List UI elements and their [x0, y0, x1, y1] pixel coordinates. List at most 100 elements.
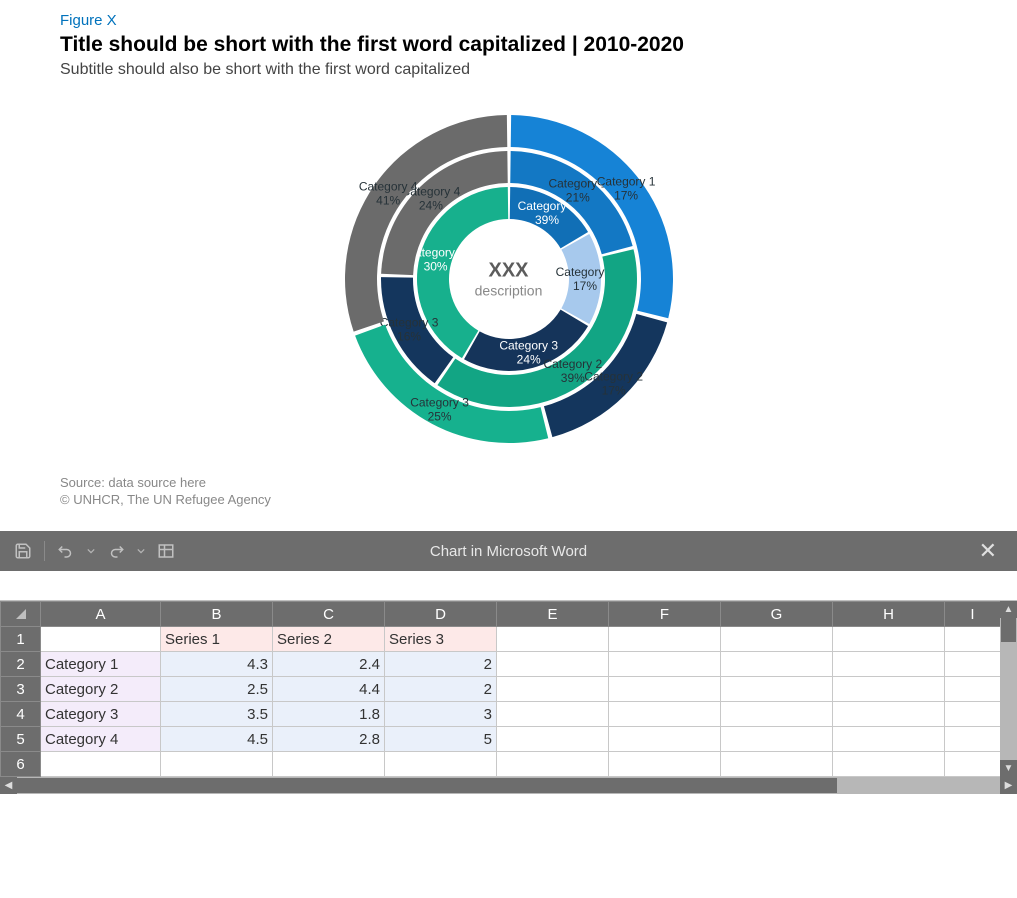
cell[interactable] [721, 627, 833, 652]
cell[interactable]: 1.8 [273, 702, 385, 727]
cell[interactable] [833, 752, 945, 777]
cell[interactable]: 2 [385, 677, 497, 702]
cell[interactable]: Series 1 [161, 627, 273, 652]
column-header[interactable]: F [609, 602, 721, 627]
column-header[interactable]: C [273, 602, 385, 627]
column-header[interactable]: I [945, 602, 1001, 627]
chevron-down-icon[interactable] [87, 542, 95, 560]
cell[interactable] [945, 702, 1001, 727]
row-header[interactable]: 3 [1, 677, 41, 702]
cell[interactable] [273, 752, 385, 777]
cell[interactable]: 4.3 [161, 652, 273, 677]
column-header[interactable]: G [721, 602, 833, 627]
cell[interactable]: 3 [385, 702, 497, 727]
scroll-up-arrow-icon[interactable]: ▲ [1000, 601, 1017, 618]
vscroll-track[interactable] [1000, 618, 1017, 760]
cell[interactable]: 2 [385, 652, 497, 677]
slice-pct: 17% [614, 188, 638, 202]
hscroll-track[interactable] [17, 777, 1000, 794]
slice-label: Category 3 [499, 338, 558, 352]
cell[interactable] [497, 652, 609, 677]
cell[interactable]: Category 3 [41, 702, 161, 727]
cell[interactable] [721, 677, 833, 702]
scroll-right-arrow-icon[interactable]: ▶ [1000, 777, 1017, 794]
cell[interactable]: 3.5 [161, 702, 273, 727]
cell[interactable] [161, 752, 273, 777]
cell[interactable] [721, 702, 833, 727]
cell[interactable] [945, 652, 1001, 677]
cell[interactable]: 2.5 [161, 677, 273, 702]
cell[interactable]: Series 2 [273, 627, 385, 652]
cell[interactable] [497, 702, 609, 727]
scroll-down-arrow-icon[interactable]: ▼ [1000, 760, 1017, 777]
cell[interactable]: Series 3 [385, 627, 497, 652]
row-header[interactable]: 2 [1, 652, 41, 677]
cell[interactable] [833, 727, 945, 752]
cell[interactable] [721, 652, 833, 677]
cell[interactable] [721, 752, 833, 777]
cell[interactable] [609, 727, 721, 752]
figure-label: Figure X [60, 12, 957, 29]
cell[interactable] [497, 627, 609, 652]
cell[interactable] [833, 702, 945, 727]
cell[interactable] [945, 752, 1001, 777]
cell[interactable] [833, 627, 945, 652]
column-header[interactable]: D [385, 602, 497, 627]
row-header[interactable]: 5 [1, 727, 41, 752]
column-header[interactable]: H [833, 602, 945, 627]
formula-bar[interactable] [0, 571, 1017, 601]
cell[interactable] [609, 752, 721, 777]
vertical-scrollbar[interactable]: ▲ ▼ [1000, 601, 1017, 777]
slice-label: Category 2 [584, 370, 643, 384]
cell[interactable] [497, 752, 609, 777]
hscroll-thumb[interactable] [17, 778, 837, 793]
redo-icon[interactable] [107, 542, 125, 560]
cell[interactable]: 2.8 [273, 727, 385, 752]
chevron-down-icon[interactable] [137, 542, 145, 560]
column-header[interactable]: B [161, 602, 273, 627]
cell[interactable] [609, 702, 721, 727]
spreadsheet-panel: Chart in Microsoft Word ✕ ABCDEFGHI 1 Ser… [0, 531, 1017, 794]
chart-title: Title should be short with the first wor… [60, 33, 957, 57]
cell[interactable]: 4.4 [273, 677, 385, 702]
vscroll-thumb[interactable] [1001, 618, 1016, 642]
slice-pct: 41% [376, 194, 400, 208]
cell[interactable]: Category 1 [41, 652, 161, 677]
row-header[interactable]: 6 [1, 752, 41, 777]
row-header[interactable]: 1 [1, 627, 41, 652]
spreadsheet-grid[interactable]: ABCDEFGHI 1Series 1Series 2Series 32Cate… [0, 601, 1017, 777]
cell[interactable]: 5 [385, 727, 497, 752]
row-header[interactable]: 4 [1, 702, 41, 727]
column-header[interactable]: E [497, 602, 609, 627]
cell[interactable] [609, 652, 721, 677]
cell[interactable]: 4.5 [161, 727, 273, 752]
cell[interactable] [945, 677, 1001, 702]
table-icon[interactable] [157, 542, 175, 560]
cell[interactable]: Category 2 [41, 677, 161, 702]
slice-pct: 17% [572, 279, 596, 293]
cell[interactable]: Category 4 [41, 727, 161, 752]
cell[interactable] [497, 677, 609, 702]
slice-label: Category 3 [410, 396, 469, 410]
save-icon[interactable] [14, 542, 32, 560]
cell[interactable] [945, 727, 1001, 752]
cell[interactable]: 2.4 [273, 652, 385, 677]
cell[interactable] [721, 727, 833, 752]
cell[interactable] [497, 727, 609, 752]
cell[interactable] [833, 677, 945, 702]
cell[interactable] [41, 752, 161, 777]
spreadsheet-titlebar: Chart in Microsoft Word ✕ [0, 531, 1017, 571]
horizontal-scrollbar[interactable]: ◀ ▶ [0, 777, 1017, 794]
cell[interactable] [41, 627, 161, 652]
cell[interactable] [609, 677, 721, 702]
scroll-left-arrow-icon[interactable]: ◀ [0, 777, 17, 794]
column-header[interactable]: A [41, 602, 161, 627]
cell[interactable] [609, 627, 721, 652]
close-icon[interactable]: ✕ [973, 538, 1003, 564]
select-all-corner[interactable] [1, 602, 41, 627]
cell[interactable] [833, 652, 945, 677]
cell[interactable] [945, 627, 1001, 652]
doughnut-chart[interactable]: Category 139%Category 217%Category 324%C… [60, 89, 957, 469]
cell[interactable] [385, 752, 497, 777]
undo-icon[interactable] [57, 542, 75, 560]
